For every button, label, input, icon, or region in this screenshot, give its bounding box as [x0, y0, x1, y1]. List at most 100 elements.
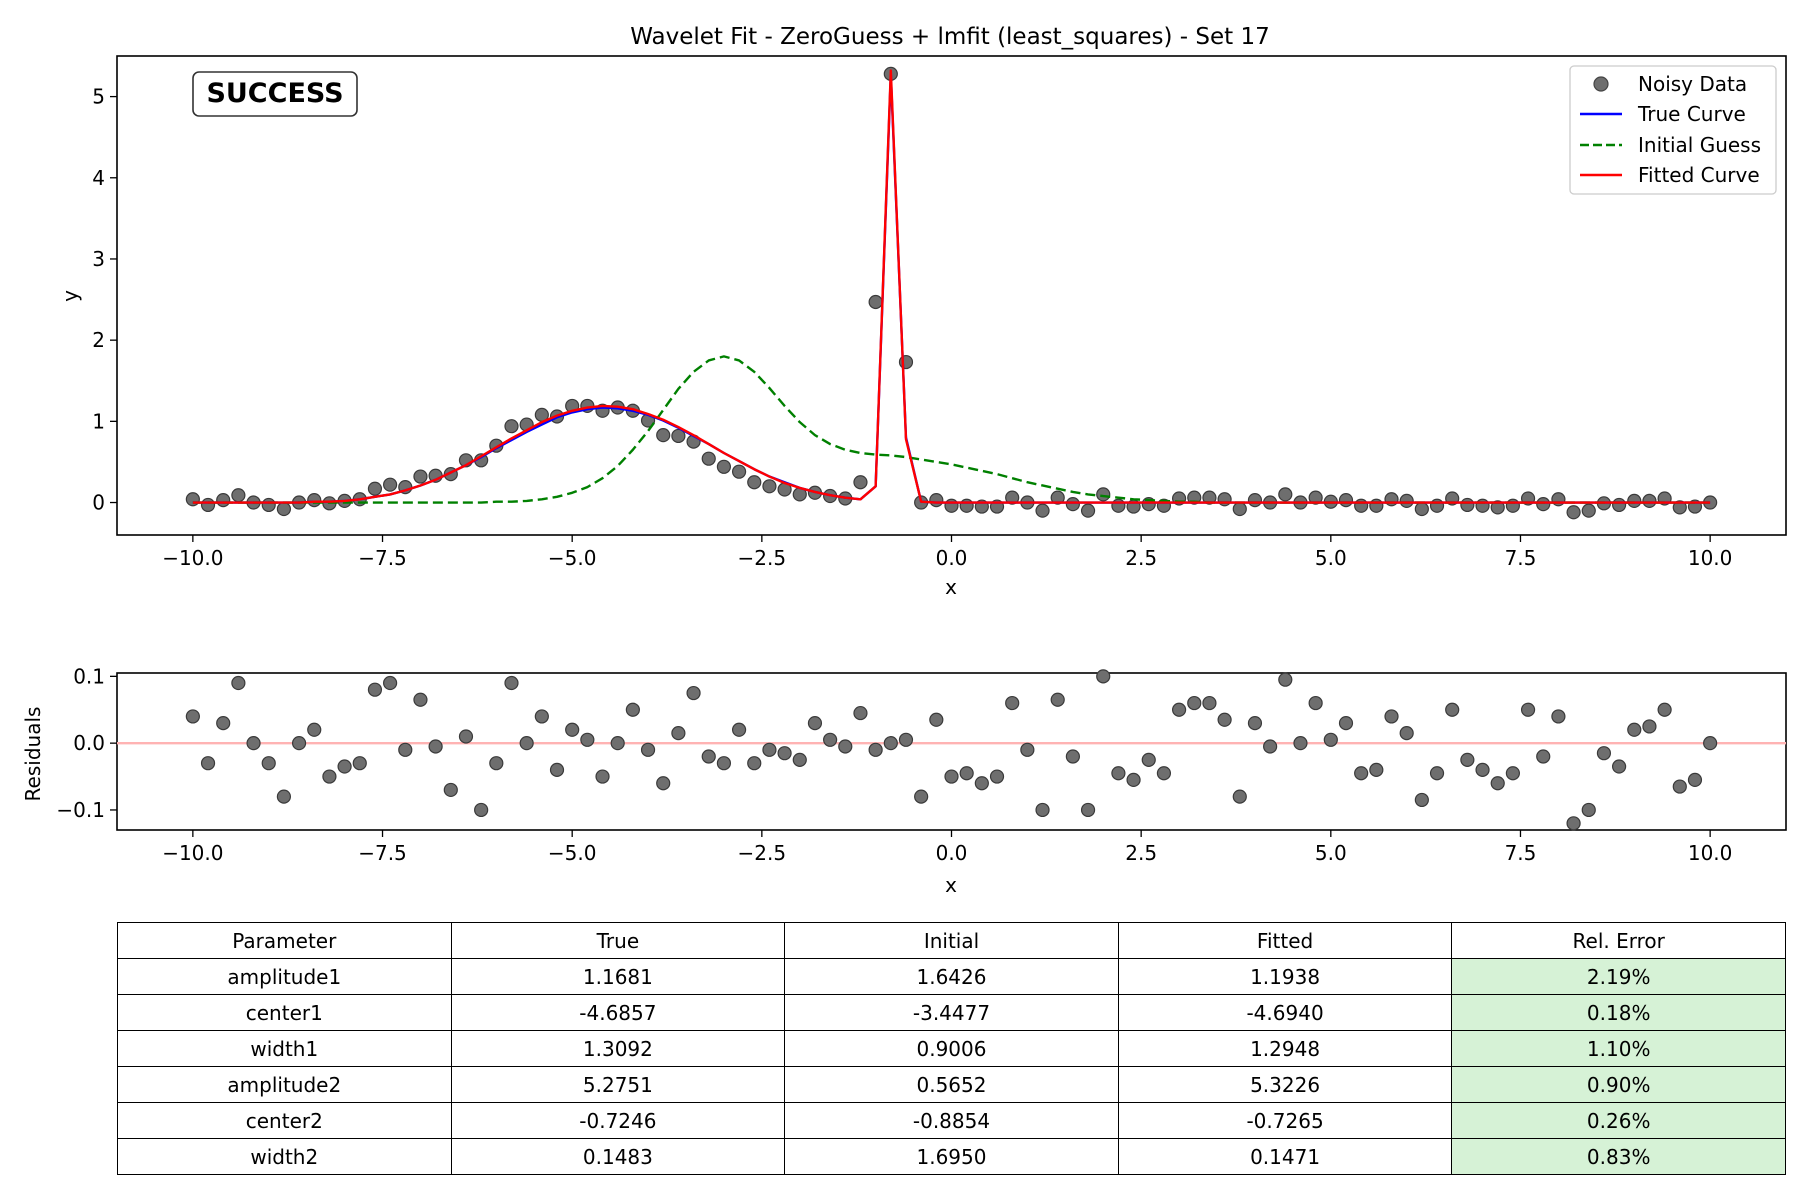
noisy-data-point — [1611, 497, 1627, 513]
main-x-tick-label: −2.5 — [738, 546, 787, 570]
residual-point — [944, 769, 959, 784]
status-badge-text: SUCCESS — [206, 78, 343, 109]
main-y-tick-label: 3 — [92, 247, 105, 271]
noisy-data-point — [929, 492, 944, 508]
residual-point — [428, 739, 443, 754]
residual-point — [1035, 802, 1050, 818]
noisy-data-point — [1065, 497, 1080, 512]
parameter-table-body: Parameter True Initial Fitted Rel. Error ampl… — [117, 922, 1786, 1175]
table-cell: -4.6940 — [1117, 994, 1453, 1031]
residual-point — [398, 742, 413, 757]
noisy-data-point — [1536, 497, 1551, 512]
residual-point — [701, 749, 716, 764]
residual-point — [747, 756, 762, 771]
residual-point — [383, 675, 398, 691]
legend-marker-noisy-data — [1593, 76, 1609, 92]
noisy-data-point — [868, 294, 883, 310]
noisy-data-point — [1642, 493, 1657, 509]
residual-point — [640, 742, 656, 757]
noisy-data-point — [1581, 503, 1596, 518]
noisy-data-point — [701, 451, 716, 466]
residual-point — [686, 685, 701, 701]
noisy-data-point — [959, 498, 974, 513]
noisy-data-point — [1111, 498, 1126, 513]
noisy-data-point — [1278, 487, 1293, 502]
residual-y-tick-label: 0.1 — [73, 664, 105, 688]
noisy-data-point — [1505, 498, 1520, 513]
noisy-data-point — [731, 464, 747, 479]
residual-point — [671, 726, 686, 741]
residual-point — [1263, 739, 1278, 754]
residual-point — [580, 732, 595, 747]
residual-point — [1156, 766, 1172, 781]
residual-point — [989, 769, 1005, 784]
residual-point — [322, 769, 337, 784]
residual-point — [337, 759, 352, 774]
legend-label-true-curve: True Curve — [1637, 102, 1746, 126]
noisy-data-point — [1308, 490, 1323, 505]
residual-point — [489, 756, 504, 771]
residual-point — [1278, 672, 1293, 687]
residual-point — [534, 709, 549, 724]
residual-point — [1202, 695, 1217, 711]
residual-point — [1293, 736, 1308, 751]
noisy-data-point — [1627, 493, 1642, 509]
residual-x-axis-label: x — [945, 873, 957, 897]
noisy-data-point — [1354, 498, 1369, 513]
residual-point — [898, 732, 914, 747]
residual-point — [565, 722, 580, 737]
table-cell: amplitude2 — [117, 1066, 452, 1103]
main-y-tick-label: 0 — [92, 491, 105, 515]
residual-point — [216, 716, 231, 731]
noisy-data-point — [1566, 505, 1581, 520]
noisy-data-point — [1475, 498, 1490, 513]
noisy-data-point — [383, 477, 398, 492]
residual-x-ticks: −10.0 −7.5 −5.0 −2.5 0.0 2.5 5.0 7.5 10.0 — [162, 830, 1732, 865]
residual-point — [1080, 802, 1096, 818]
residual-point — [823, 732, 838, 747]
noisy-data-point — [656, 428, 671, 443]
residual-point — [1323, 732, 1338, 747]
rel-error-cell: 0.26% — [1451, 1102, 1786, 1139]
residual-point — [1520, 702, 1536, 717]
table-cell: 0.9006 — [784, 1030, 1119, 1067]
legend-label-initial-guess: Initial Guess — [1638, 133, 1761, 157]
residual-point — [762, 742, 777, 757]
residual-point — [413, 692, 428, 707]
main-y-tick-label: 5 — [92, 85, 105, 109]
table-header-cell: Fitted — [1117, 922, 1453, 959]
noisy-data-point — [276, 501, 291, 517]
residual-point — [1581, 802, 1596, 818]
residual-point — [595, 769, 610, 784]
table-cell: 1.6426 — [784, 958, 1119, 995]
residual-point — [474, 802, 489, 818]
rel-error-cell: 1.10% — [1451, 1030, 1786, 1067]
noisy-data-point — [1035, 503, 1050, 518]
table-cell: 1.3092 — [450, 1030, 786, 1067]
residual-point — [1566, 816, 1581, 831]
legend: Noisy Data True Curve Initial Guess Fitt… — [1569, 65, 1777, 195]
residual-y-tick-label: 0.0 — [73, 731, 105, 755]
residual-point — [1672, 779, 1687, 794]
noisy-data-point — [367, 481, 383, 496]
noisy-data-point — [1399, 493, 1414, 509]
table-cell: 1.2948 — [1117, 1030, 1453, 1067]
table-cell: 1.1938 — [1117, 958, 1453, 995]
table-header-cell: Parameter — [117, 922, 452, 959]
main-y-ticks: 0 1 2 3 4 5 — [92, 85, 117, 515]
residual-point — [200, 756, 216, 771]
table-row: amplitude2 5.2751 0.5652 5.3226 0.90% — [117, 1066, 1786, 1103]
table-header-cell: Initial — [784, 922, 1119, 959]
main-series — [185, 66, 1718, 520]
noisy-data-point — [1096, 487, 1111, 502]
residual-point — [1414, 792, 1429, 808]
main-y-axis-label: y — [58, 290, 82, 302]
table-cell: 0.5652 — [784, 1066, 1119, 1103]
residual-point — [929, 712, 944, 727]
residual-plot: −10.0 −7.5 −5.0 −2.5 0.0 2.5 5.0 7.5 10.0 0.1 0.0… — [21, 664, 1787, 897]
residual-x-tick-label: −7.5 — [358, 841, 407, 865]
noisy-data-point — [1460, 497, 1475, 513]
table-header-cell: Rel. Error — [1451, 922, 1786, 959]
residual-point — [1475, 762, 1490, 777]
